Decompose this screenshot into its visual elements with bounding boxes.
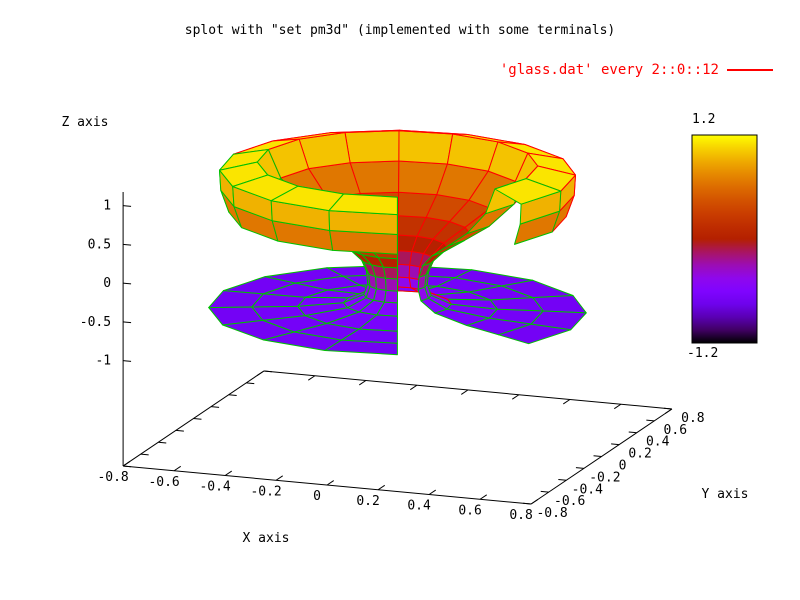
z-tick-label: -1 — [95, 354, 111, 369]
x-tick-label: -0.2 — [250, 484, 281, 499]
z-axis-label: Z axis — [61, 115, 109, 130]
tick-labels: -0.8 -0.6 -0.4 -0.2 0 0.2 0.4 0.6 0.8 -0.8-0.6-0.… — [80, 199, 705, 523]
z-tick-label: -0.5 — [80, 315, 111, 330]
legend-label: 'glass.dat' every 2::0::12 — [499, 62, 719, 78]
surface-facet — [375, 276, 387, 291]
x-axis-label: X axis — [242, 531, 290, 546]
colorbar-max-label: 1.2 — [692, 112, 716, 127]
surface-facet — [494, 178, 562, 205]
x-tick-label: 0.4 — [407, 499, 431, 514]
x-tick-label: -0.6 — [148, 475, 179, 490]
surface-facet — [385, 277, 398, 292]
surface-facet — [408, 264, 421, 280]
colorbar-gradient — [691, 134, 758, 344]
x-tick-label: 0.6 — [458, 503, 481, 518]
y-tick-label: 0.4 — [646, 435, 670, 450]
x-tick-label: -0.4 — [199, 480, 230, 495]
surface-facet — [384, 289, 398, 304]
x-tick-label: 0.8 — [509, 508, 532, 523]
surface-mesh — [208, 129, 587, 356]
surface-facet — [397, 263, 411, 279]
surface-facet — [324, 339, 398, 356]
z-tick-label: 0.5 — [88, 237, 111, 252]
y-tick-label: -0.6 — [554, 494, 585, 509]
y-tick-label: -0.4 — [572, 482, 603, 497]
y-axis-label: Y axis — [701, 487, 749, 502]
y-tick-label: 0 — [619, 459, 627, 474]
y-tick-label: 0.6 — [664, 423, 687, 438]
y-tick-label: -0.8 — [536, 506, 567, 521]
surface-facet — [328, 193, 398, 216]
colorbar-min-label: -1.2 — [687, 346, 719, 361]
x-tick-label: -0.8 — [97, 470, 128, 485]
x-tick-label: 0.2 — [356, 494, 379, 509]
plot-title: splot with "set pm3d" (implemented with … — [184, 23, 616, 38]
surface-facet — [383, 266, 398, 280]
surface-facet — [398, 130, 454, 165]
z-tick-label: 1 — [103, 199, 111, 214]
legend-line-sample — [727, 69, 773, 71]
axes — [122, 192, 673, 505]
z-tick-label: 0 — [103, 276, 111, 291]
surface-facet — [344, 130, 400, 164]
y-tick-label: -0.2 — [589, 470, 620, 485]
x-tick-label: 0 — [313, 489, 321, 504]
y-tick-label: 0.8 — [681, 411, 704, 426]
surface-facet — [498, 323, 572, 345]
legend: 'glass.dat' every 2::0::12 — [500, 62, 773, 78]
y-tick-label: 0.2 — [628, 447, 651, 462]
